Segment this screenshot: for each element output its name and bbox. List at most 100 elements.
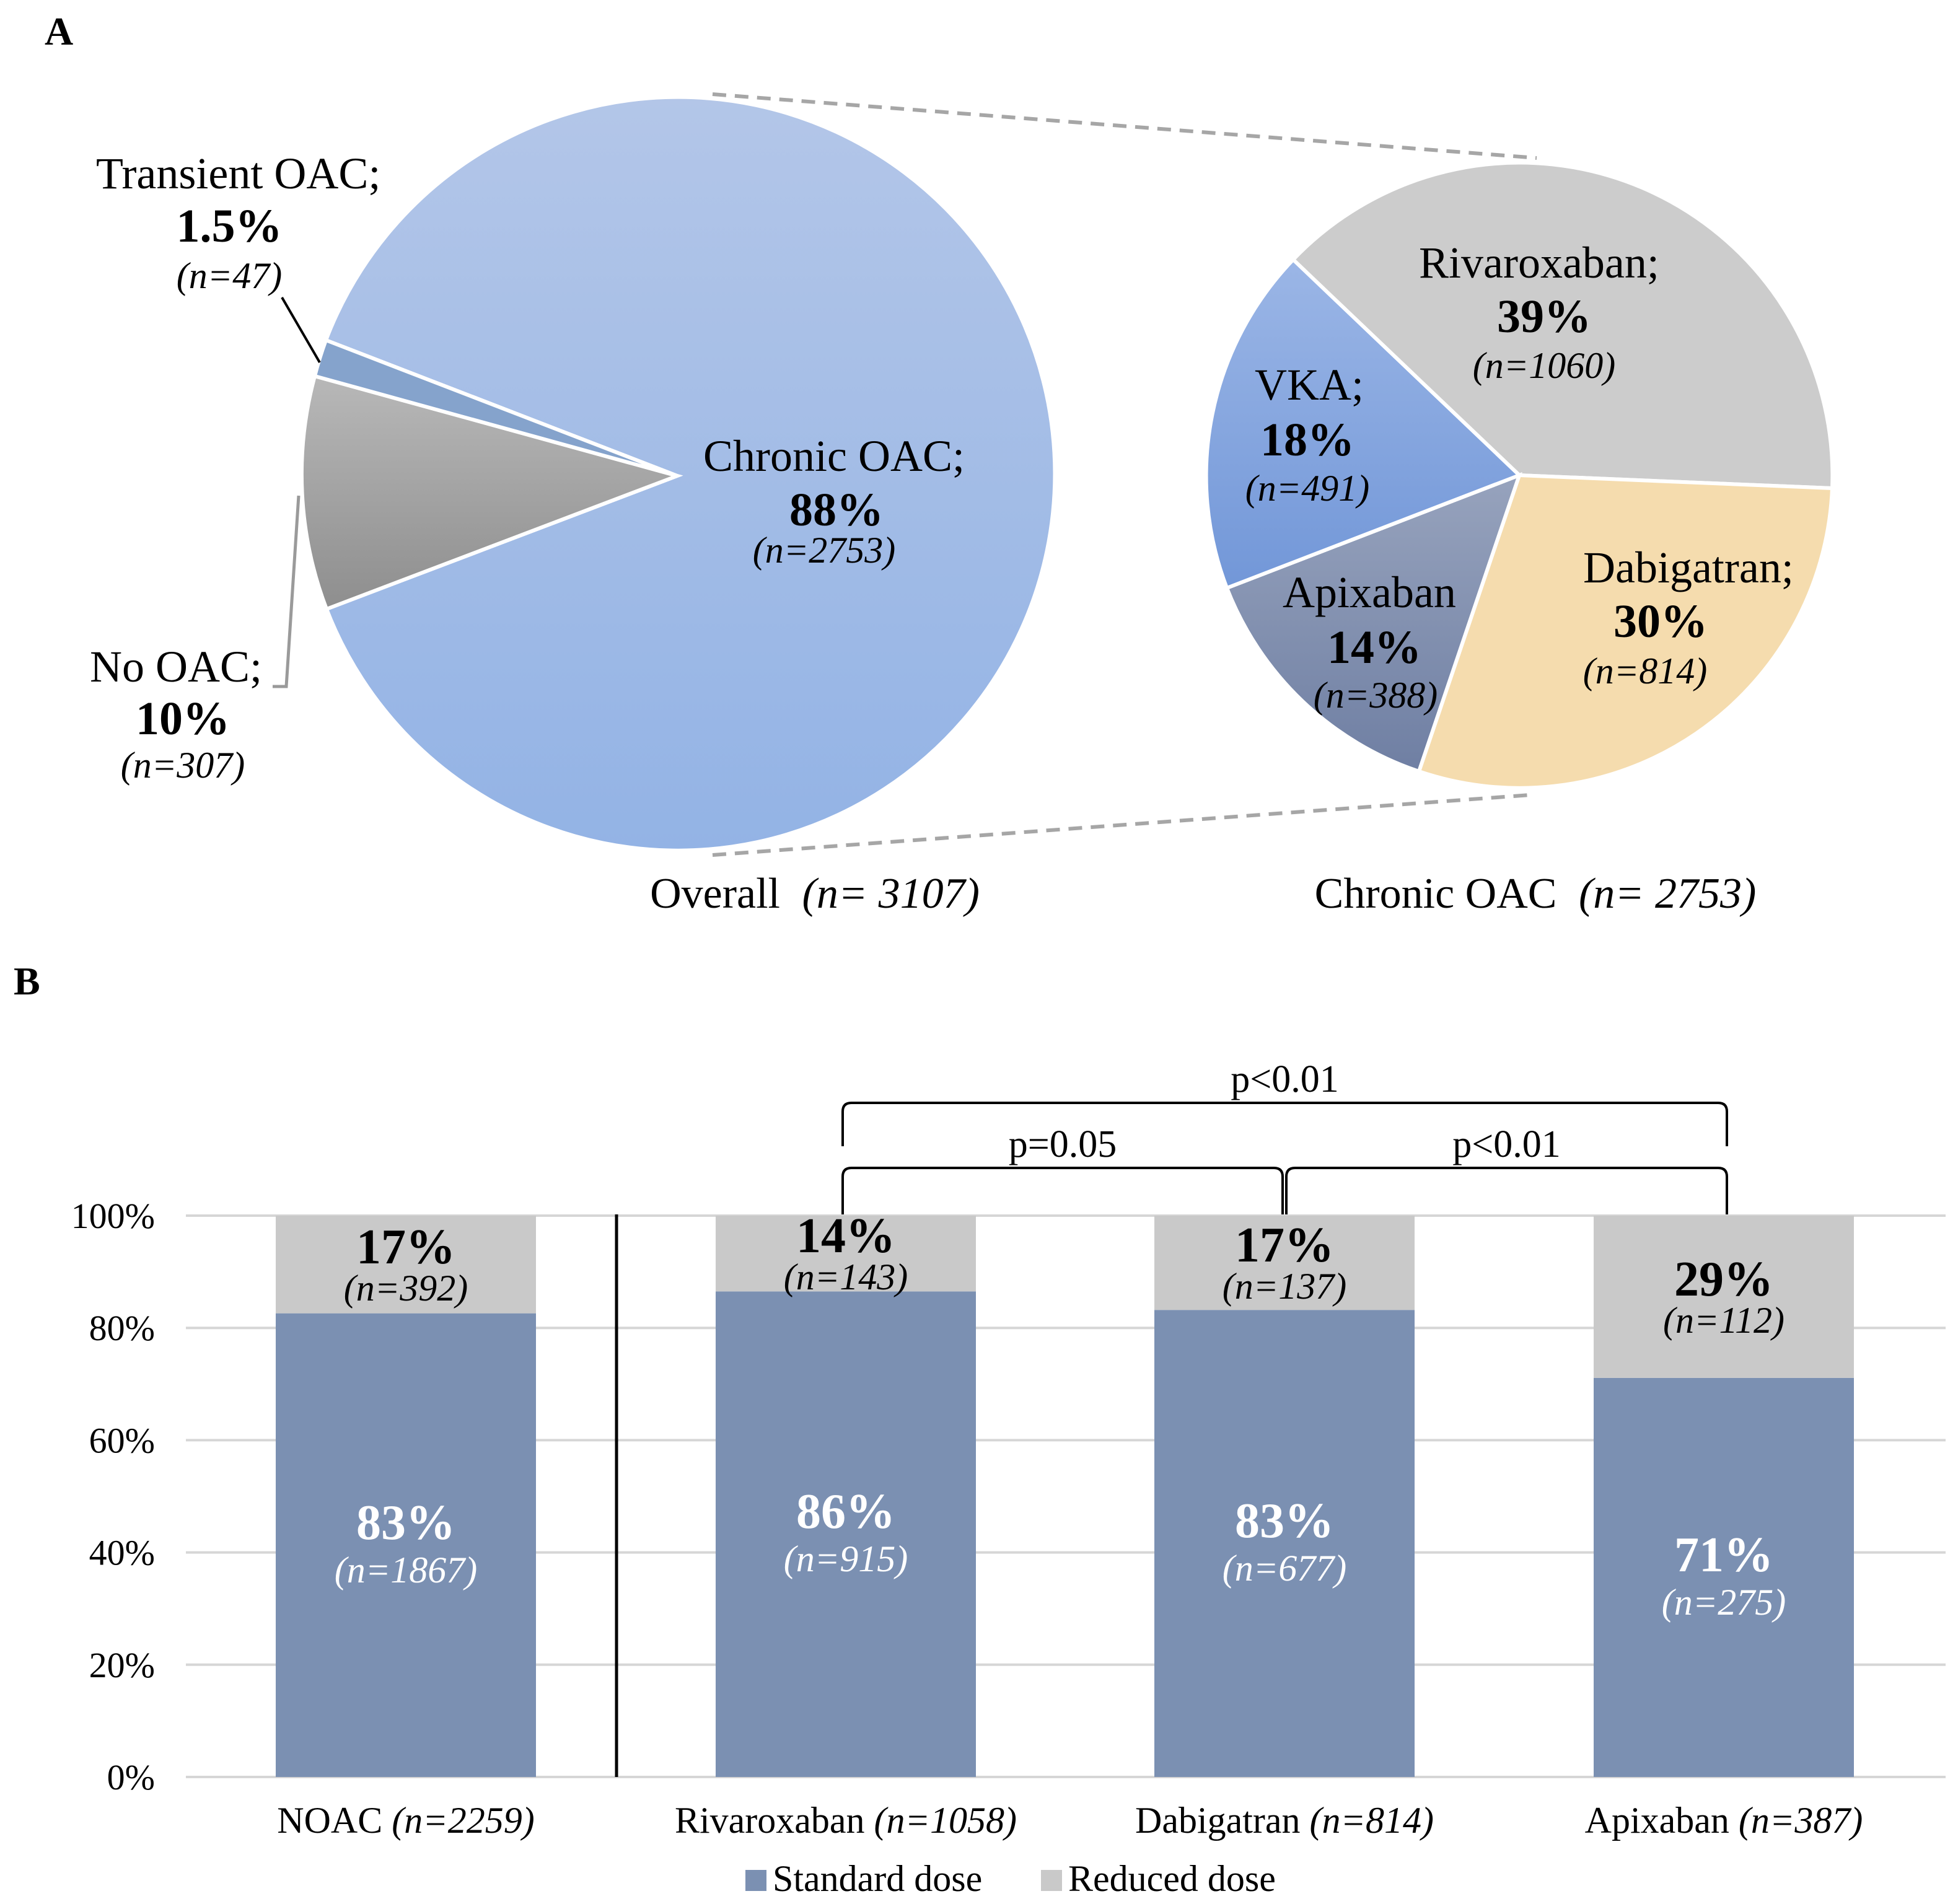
panel-a-label: A xyxy=(45,9,73,53)
x-category-n: (n=2259) xyxy=(392,1800,534,1841)
label-chronic-oac: Chronic OAC; xyxy=(703,431,965,481)
x-category-n: (n=387) xyxy=(1739,1800,1863,1841)
significance-brackets: p=0.05 p<0.01 p<0.01 xyxy=(841,1058,1728,1214)
overall-caption: Overall (n= 3107) xyxy=(650,870,980,918)
significance-label: p<0.01 xyxy=(1452,1123,1560,1165)
chronic-caption: Chronic OAC (n= 2753) xyxy=(1315,870,1757,918)
n-chronic-oac: (n=2753) xyxy=(753,530,895,571)
chronic-caption-title: Chronic OAC xyxy=(1315,870,1557,918)
x-category-n: (n=1058) xyxy=(874,1800,1017,1841)
label-no-oac: No OAC; xyxy=(90,642,262,691)
bar-reduced-dose xyxy=(1594,1216,1854,1378)
pie-slice-transient-oac xyxy=(312,338,678,478)
legend-label-reduced: Reduced dose xyxy=(1068,1858,1276,1899)
n-rivaroxaban: (n=1060) xyxy=(1473,345,1615,386)
legend-label-standard: Standard dose xyxy=(773,1858,982,1899)
bar-label-reduced-pct: 17% xyxy=(356,1220,455,1274)
bar-label-standard-n: (n=275) xyxy=(1662,1582,1786,1623)
pct-transient-oac: 1.5% xyxy=(177,200,283,252)
bar-reduced-dose xyxy=(276,1216,536,1314)
n-dabigatran: (n=814) xyxy=(1583,651,1707,691)
y-tick-label: 0% xyxy=(107,1757,155,1797)
x-category-n: (n=814) xyxy=(1310,1800,1434,1841)
bar-label-reduced-n: (n=143) xyxy=(784,1257,908,1297)
x-axis-labels: NOAC (n=2259) Rivaroxaban (n=1058) Dabigat… xyxy=(277,1800,1863,1841)
significance-bracket xyxy=(841,1102,1728,1146)
x-category-label: NOAC (n=2259) xyxy=(277,1800,534,1841)
overall-pie xyxy=(299,95,1057,853)
bar-reduced-dose xyxy=(716,1216,976,1292)
pie-slice-no-oac xyxy=(299,374,683,612)
pct-dabigatran: 30% xyxy=(1613,595,1708,647)
legend-swatch-standard xyxy=(745,1870,766,1891)
pie-slice-dabigatran xyxy=(1416,473,1835,790)
y-axis: 0% 20% 40% 60% 80% 100% xyxy=(71,1196,155,1797)
x-category-label: Rivaroxaban (n=1058) xyxy=(675,1800,1017,1841)
significance-bracket xyxy=(841,1167,1284,1214)
n-vka: (n=491) xyxy=(1245,468,1369,509)
y-tick-label: 60% xyxy=(89,1420,155,1460)
pie-slice-rivaroxaban xyxy=(1290,160,1835,491)
pie-slice-apixaban xyxy=(1224,472,1522,774)
x-category-name: Rivaroxaban xyxy=(675,1800,874,1841)
n-apixaban: (n=388) xyxy=(1314,675,1438,716)
legend: Standard dose Reduced dose xyxy=(745,1858,1276,1899)
pct-vka: 18% xyxy=(1260,414,1354,466)
significance-label: p=0.05 xyxy=(1009,1123,1117,1165)
y-tick-label: 80% xyxy=(89,1308,155,1348)
pie-slice-vka xyxy=(1204,257,1523,590)
chronic-oac-pie xyxy=(1204,160,1835,790)
x-category-name: NOAC xyxy=(277,1800,392,1841)
y-tick-label: 40% xyxy=(89,1533,155,1573)
bar-label-standard-pct: 86% xyxy=(796,1485,895,1539)
legend-swatch-reduced xyxy=(1041,1870,1062,1891)
pie-slice-chronic-oac xyxy=(323,95,1057,853)
leader-line-no-oac xyxy=(273,495,301,688)
bar-label-standard-n: (n=915) xyxy=(784,1538,908,1579)
pct-apixaban: 14% xyxy=(1327,621,1421,673)
bar-standard-dose xyxy=(1154,1310,1415,1777)
label-apixaban: Apixaban xyxy=(1283,568,1456,617)
overall-caption-title: Overall xyxy=(650,870,780,918)
pct-no-oac: 10% xyxy=(136,693,230,745)
y-tick-label: 20% xyxy=(89,1645,155,1685)
n-no-oac: (n=307) xyxy=(121,745,245,786)
label-transient-oac: Transient OAC; xyxy=(96,149,380,198)
bar-label-reduced-pct: 14% xyxy=(796,1209,895,1263)
bar-standard-dose xyxy=(276,1313,536,1777)
label-dabigatran: Dabigatran; xyxy=(1583,543,1794,592)
significance-bracket xyxy=(1285,1167,1728,1214)
leader-line-transient xyxy=(281,296,321,364)
bar-label-reduced-n: (n=137) xyxy=(1223,1266,1346,1307)
pct-rivaroxaban: 39% xyxy=(1497,291,1591,343)
y-tick-label: 100% xyxy=(71,1196,155,1236)
overall-caption-n: (n= 3107) xyxy=(802,870,980,918)
x-category-label: Apixaban (n=387) xyxy=(1585,1800,1863,1841)
label-rivaroxaban: Rivaroxaban; xyxy=(1419,238,1659,287)
n-transient-oac: (n=47) xyxy=(177,255,282,296)
x-category-label: Dabigatran (n=814) xyxy=(1135,1800,1434,1841)
bar-reduced-dose xyxy=(1154,1216,1415,1310)
bar-label-standard-n: (n=1867) xyxy=(335,1550,477,1590)
x-category-name: Dabigatran xyxy=(1135,1800,1310,1841)
significance-label: p<0.01 xyxy=(1231,1058,1338,1100)
bar-label-reduced-pct: 29% xyxy=(1674,1252,1773,1307)
bar-label-reduced-n: (n=392) xyxy=(344,1268,468,1309)
bar-label-standard-n: (n=677) xyxy=(1223,1548,1346,1589)
bar-standard-dose xyxy=(1594,1377,1854,1777)
pct-chronic-oac: 88% xyxy=(789,484,884,536)
connector-bottom xyxy=(712,793,1531,857)
chronic-caption-n: (n= 2753) xyxy=(1579,870,1756,918)
bar-label-standard-pct: 83% xyxy=(1235,1494,1334,1548)
bars: 17%(n=392)83%(n=1867)14%(n=143)86%(n=915… xyxy=(276,1209,1854,1777)
label-vka: VKA; xyxy=(1255,360,1364,410)
panel-b-label: B xyxy=(14,959,40,1003)
connector-top xyxy=(712,92,1537,160)
bar-label-standard-pct: 71% xyxy=(1674,1528,1773,1582)
x-category-name: Apixaban xyxy=(1585,1800,1739,1841)
bar-label-reduced-pct: 17% xyxy=(1235,1218,1334,1273)
bar-label-standard-pct: 83% xyxy=(356,1496,455,1550)
bar-label-reduced-n: (n=112) xyxy=(1663,1300,1785,1341)
bar-standard-dose xyxy=(716,1291,976,1777)
